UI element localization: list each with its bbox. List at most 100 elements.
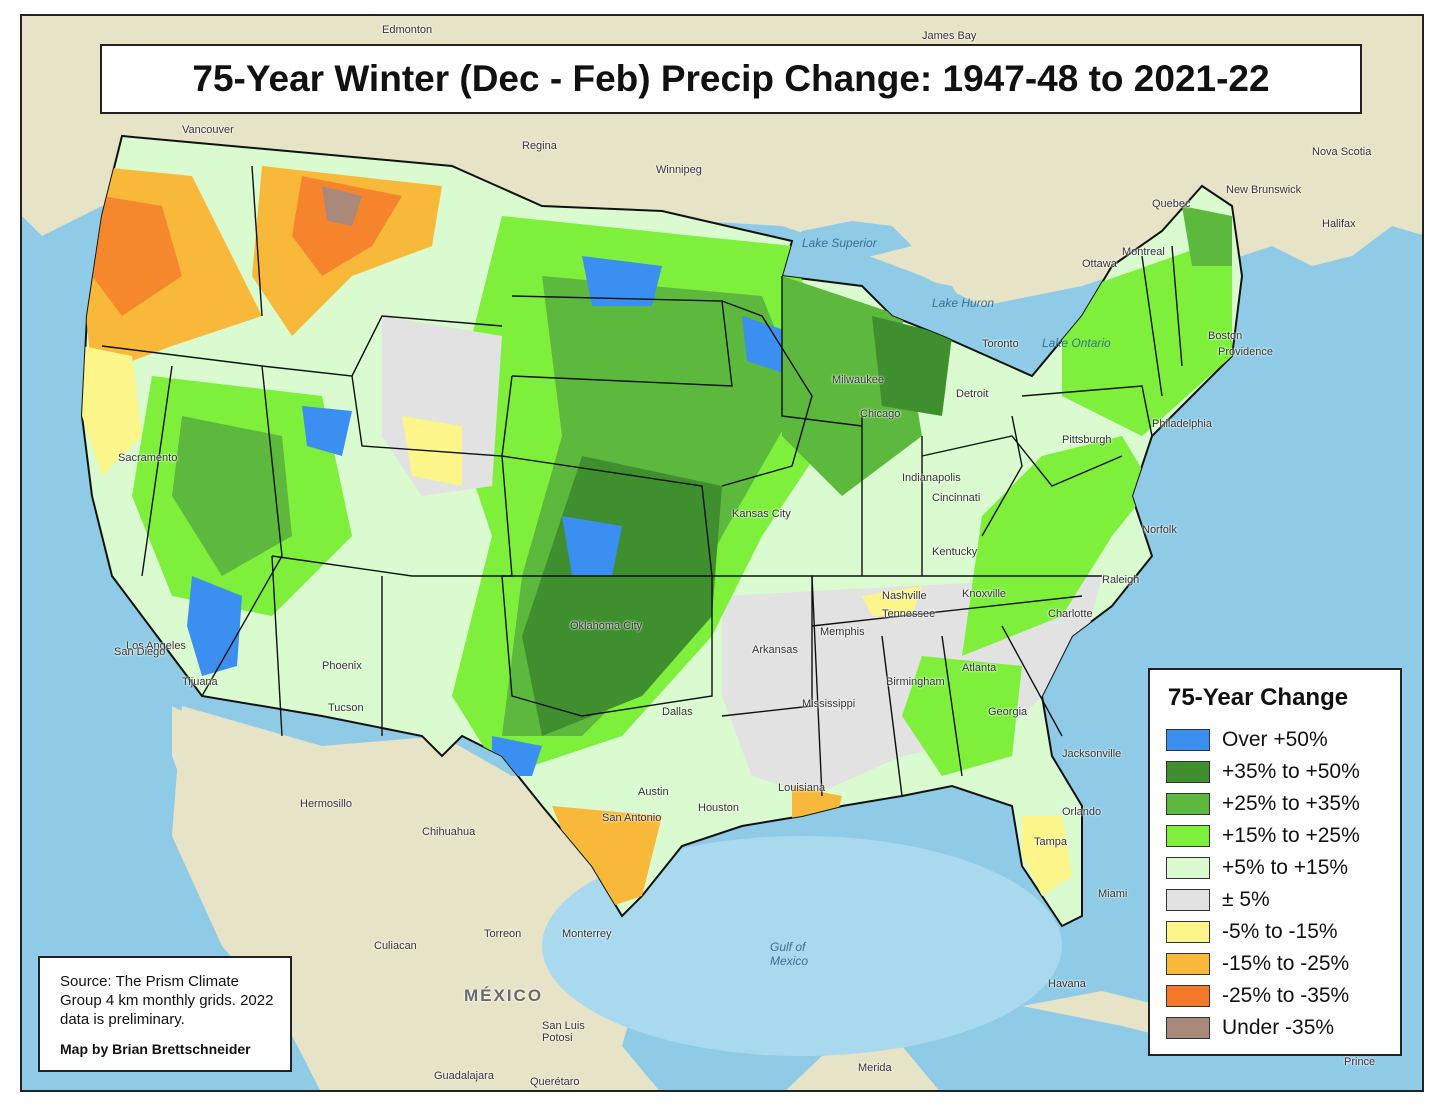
label-new-brunswick: New Brunswick bbox=[1226, 184, 1302, 196]
map-frame: Edmonton James Bay Vancouver Regina Winn… bbox=[20, 14, 1424, 1092]
label-prince: Prince bbox=[1344, 1056, 1376, 1068]
label-tucson: Tucson bbox=[328, 702, 364, 714]
label-winnipeg: Winnipeg bbox=[656, 164, 702, 176]
legend-label: ± 5% bbox=[1222, 888, 1270, 911]
legend-label: +15% to +25% bbox=[1222, 824, 1360, 847]
label-dallas: Dallas bbox=[662, 706, 693, 718]
label-mississippi: Mississippi bbox=[802, 698, 856, 710]
legend-swatch bbox=[1166, 857, 1210, 879]
label-regina: Regina bbox=[522, 140, 557, 152]
label-cincinnati: Cincinnati bbox=[932, 492, 981, 504]
label-jacksonville: Jacksonville bbox=[1062, 748, 1122, 760]
legend-swatch bbox=[1166, 729, 1210, 751]
label-raleigh: Raleigh bbox=[1102, 574, 1140, 586]
label-quebec: Quebec bbox=[1152, 198, 1191, 210]
label-ottawa: Ottawa bbox=[1082, 258, 1117, 270]
label-indianapolis: Indianapolis bbox=[902, 472, 961, 484]
legend-label: +5% to +15% bbox=[1222, 856, 1349, 879]
yucatan-land bbox=[786, 1046, 939, 1090]
label-tampa: Tampa bbox=[1034, 836, 1068, 848]
label-lake-superior: Lake Superior bbox=[802, 236, 877, 250]
label-detroit: Detroit bbox=[956, 388, 989, 400]
legend-item: -25% to -35% bbox=[1166, 980, 1384, 1012]
label-chihuahua: Chihuahua bbox=[422, 826, 476, 838]
legend-swatch bbox=[1166, 793, 1210, 815]
source-box: Source: The Prism Climate Group 4 km mon… bbox=[38, 956, 292, 1072]
label-san-luis-potosi: San Luis Potosi bbox=[542, 1020, 585, 1044]
legend-swatch bbox=[1166, 953, 1210, 975]
legend-item: +5% to +15% bbox=[1166, 852, 1384, 884]
lake-superior bbox=[772, 221, 912, 278]
precip-patches bbox=[82, 166, 1232, 906]
label-pittsburgh: Pittsburgh bbox=[1062, 434, 1112, 446]
label-knoxville: Knoxville bbox=[962, 588, 1007, 600]
label-nashville: Nashville bbox=[882, 590, 927, 602]
legend-label: Under -35% bbox=[1222, 1016, 1335, 1039]
label-orlando: Orlando bbox=[1062, 806, 1102, 818]
label-memphis: Memphis bbox=[820, 626, 865, 638]
legend-label: +35% to +50% bbox=[1222, 760, 1360, 783]
label-kentucky: Kentucky bbox=[932, 546, 978, 558]
label-james-bay: James Bay bbox=[922, 30, 977, 42]
source-text: Source: The Prism Climate Group 4 km mon… bbox=[60, 973, 274, 1028]
label-san-diego: San Diego bbox=[114, 646, 166, 658]
label-philadelphia: Philadelphia bbox=[1152, 418, 1212, 430]
label-boston: Boston bbox=[1208, 330, 1243, 342]
label-culiacan: Culiacan bbox=[374, 940, 417, 952]
label-kansas-city: Kansas City bbox=[732, 508, 791, 520]
legend-swatch bbox=[1166, 825, 1210, 847]
label-guadalajara: Guadalajara bbox=[434, 1070, 494, 1082]
label-milwaukee: Milwaukee bbox=[832, 374, 884, 386]
label-georgia: Georgia bbox=[988, 706, 1028, 718]
gulf-shelf bbox=[542, 836, 1062, 1056]
label-vancouver: Vancouver bbox=[182, 124, 234, 136]
label-montreal: Montreal bbox=[1122, 246, 1165, 258]
label-havana: Havana bbox=[1048, 978, 1086, 990]
label-san-antonio: San Antonio bbox=[602, 812, 662, 824]
legend-label: -5% to -15% bbox=[1222, 920, 1338, 943]
legend-item: -15% to -25% bbox=[1166, 948, 1384, 980]
label-mexico: MÉXICO bbox=[464, 986, 544, 1005]
legend-rows: Over +50% +35% to +50% +25% to +35% +15% to… bbox=[1166, 724, 1384, 1044]
label-houston: Houston bbox=[698, 802, 739, 814]
label-los-angeles: Los Angeles bbox=[126, 640, 186, 652]
label-miami: Miami bbox=[1098, 888, 1128, 900]
label-providence: Providence bbox=[1218, 346, 1274, 358]
label-norfolk: Norfolk bbox=[1142, 524, 1177, 536]
credit-text: Map by Brian Brettschneider bbox=[60, 1041, 251, 1057]
label-merida: Merida bbox=[858, 1062, 892, 1074]
label-phoenix: Phoenix bbox=[322, 660, 362, 672]
baja-land bbox=[172, 706, 272, 916]
legend-item: +15% to +25% bbox=[1166, 820, 1384, 852]
legend-item: -5% to -15% bbox=[1166, 916, 1384, 948]
label-atlanta: Atlanta bbox=[962, 662, 997, 674]
label-gulf-of-mexico: Gulf of Mexico bbox=[770, 940, 809, 968]
label-charlotte: Charlotte bbox=[1048, 608, 1093, 620]
legend-label: -25% to -35% bbox=[1222, 984, 1350, 1007]
legend-item: +35% to +50% bbox=[1166, 756, 1384, 788]
legend-swatch bbox=[1166, 921, 1210, 943]
label-lake-huron: Lake Huron bbox=[932, 296, 995, 310]
label-toronto: Toronto bbox=[982, 338, 1019, 350]
label-chicago: Chicago bbox=[860, 408, 901, 420]
label-halifax: Halifax bbox=[1322, 218, 1356, 230]
legend-title: 75-Year Change bbox=[1168, 684, 1349, 711]
legend-item: Under -35% bbox=[1166, 1012, 1384, 1044]
legend-label: -15% to -25% bbox=[1222, 952, 1350, 975]
label-queretaro: Querétaro bbox=[530, 1076, 580, 1088]
legend-label: Over +50% bbox=[1222, 728, 1328, 751]
label-nova-scotia: Nova Scotia bbox=[1312, 146, 1372, 158]
label-tennessee: Tennessee bbox=[882, 608, 936, 620]
state-borders bbox=[101, 165, 1183, 797]
legend: 75-Year Change Over +50% +35% to +50% +25%… bbox=[1148, 668, 1402, 1056]
legend-item: ± 5% bbox=[1166, 884, 1384, 916]
legend-swatch bbox=[1166, 985, 1210, 1007]
mexico-land bbox=[172, 706, 659, 1090]
label-edmonton: Edmonton bbox=[382, 24, 433, 36]
label-lake-ontario: Lake Ontario bbox=[1042, 336, 1111, 350]
label-torreon: Torreon bbox=[484, 928, 522, 940]
title-box: 75-Year Winter (Dec - Feb) Precip Change… bbox=[100, 44, 1362, 114]
label-oklahoma-city: Oklahoma City bbox=[570, 620, 643, 632]
legend-item: Over +50% bbox=[1166, 724, 1384, 756]
label-monterrey: Monterrey bbox=[562, 928, 612, 940]
